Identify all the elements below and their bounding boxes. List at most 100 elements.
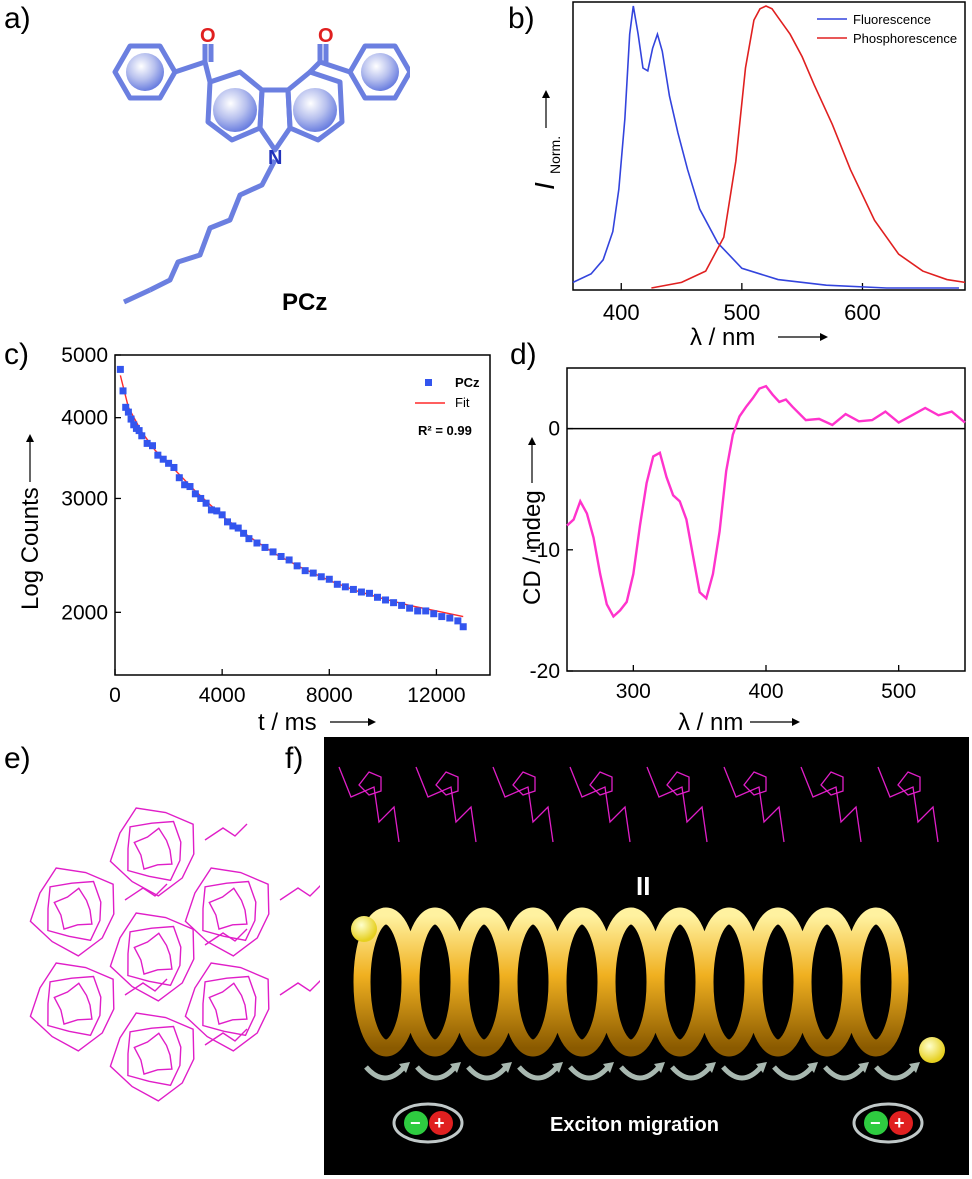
data-point [165, 459, 173, 467]
legend-fit: Fit [455, 395, 470, 410]
oxygen-atom-left: O [200, 25, 216, 47]
exciton-pair-right: − + [852, 1102, 924, 1144]
chart-c: 5000 4000 3000 2000 0 4000 8000 12000 PCz Fit R… [17, 344, 491, 736]
data-point [422, 607, 430, 615]
molecule-ring [897, 771, 921, 796]
crystal-ring [208, 887, 248, 930]
migration-arrow [364, 1065, 406, 1081]
helix-panel: II − + − + Exciton migration [324, 737, 969, 1175]
x-tick-label: 12000 [407, 684, 465, 707]
fit-line [119, 375, 464, 618]
aromatic-sphere [293, 88, 337, 132]
crystal-ring [47, 880, 102, 942]
arrow-head [654, 1062, 665, 1073]
data-point [261, 543, 269, 551]
data-point [143, 439, 151, 447]
y-tick-label: 0 [548, 418, 560, 441]
data-point [127, 415, 135, 423]
migration-arrow [823, 1065, 865, 1081]
data-point [365, 589, 373, 597]
arrow-head [399, 1062, 410, 1073]
data-point [317, 573, 325, 581]
chart-b-frame [572, 1, 966, 291]
y-tick-label: 4000 [61, 407, 108, 430]
migration-arrow [670, 1065, 712, 1081]
data-point [207, 506, 215, 514]
molecule-ring [435, 771, 459, 796]
crystal-ring [109, 1012, 195, 1102]
molecule-ring [743, 771, 767, 796]
data-point [234, 524, 242, 532]
alkyl-chain [279, 980, 320, 996]
arrow-head [909, 1062, 920, 1073]
r-squared: R² = 0.99 [418, 423, 472, 438]
x-tick-label: 400 [603, 300, 640, 325]
x-tick-label: 500 [881, 680, 916, 703]
migration-arrow [466, 1065, 508, 1081]
alkyl-chain [204, 1028, 248, 1046]
data-point [159, 455, 167, 463]
arrow-head [450, 1062, 461, 1073]
crystal-ring [202, 975, 257, 1037]
data-point [309, 569, 317, 577]
crystal-ring [208, 982, 248, 1025]
data-point [181, 481, 189, 489]
data-point [398, 601, 406, 609]
chart-d-ylabel: CD / mdeg [519, 490, 546, 605]
alkyl-chain [124, 883, 168, 901]
arrow-head [705, 1062, 716, 1073]
crystal-ring [184, 962, 270, 1052]
equals-sign: II [636, 871, 650, 901]
legend-pcz-marker [425, 379, 432, 386]
migration-arrow [517, 1065, 559, 1081]
data-point [240, 529, 248, 537]
panel-label-a: a) [4, 2, 31, 35]
y-tick-label: 2000 [61, 601, 108, 624]
chart-b-ylabel-sub: Norm. [547, 136, 563, 174]
data-point [213, 507, 221, 515]
data-point [119, 387, 127, 395]
svg-text:−: − [870, 1113, 881, 1133]
chart-d-frame [566, 367, 966, 672]
migration-arrow [772, 1065, 814, 1081]
crystal-ring [47, 975, 102, 1037]
crystal-ring [184, 867, 270, 957]
crystal-ring [133, 932, 173, 975]
molecule-sketch [338, 766, 400, 843]
data-point [135, 427, 143, 435]
data-point [116, 365, 124, 373]
data-point [138, 432, 146, 440]
data-point [245, 535, 253, 543]
data-point [122, 403, 130, 411]
helix-coil [843, 907, 909, 1057]
data-point [229, 522, 237, 530]
molecule-ring [358, 771, 382, 796]
alkyl-chain [124, 978, 168, 996]
crystal-ring [127, 820, 182, 882]
data-point [277, 552, 285, 560]
pyrrole-ring [257, 87, 293, 153]
arrow-head [756, 1062, 767, 1073]
crystal-ring [202, 880, 257, 942]
panel-label-b: b) [508, 2, 535, 35]
chart-d-xlabel: λ / nm [678, 709, 743, 736]
data-point [191, 490, 199, 498]
data-point [253, 539, 261, 547]
arrow-head [501, 1062, 512, 1073]
molecule-name: PCz [282, 289, 327, 316]
migration-arrow [415, 1065, 457, 1081]
data-point [438, 613, 446, 621]
crystal-ring [109, 912, 195, 1002]
data-point [333, 580, 341, 588]
alkyl-chain [204, 823, 248, 841]
molecule-ring [666, 771, 690, 796]
data-point [224, 518, 231, 526]
data-point [124, 408, 132, 416]
y-tick-label: -10 [530, 539, 560, 562]
molecule-sketch [569, 766, 631, 843]
exciton-end [919, 1037, 945, 1063]
data-point [349, 585, 357, 593]
crystal-ring [29, 962, 115, 1052]
data-point [390, 599, 398, 607]
data-point [130, 421, 138, 429]
